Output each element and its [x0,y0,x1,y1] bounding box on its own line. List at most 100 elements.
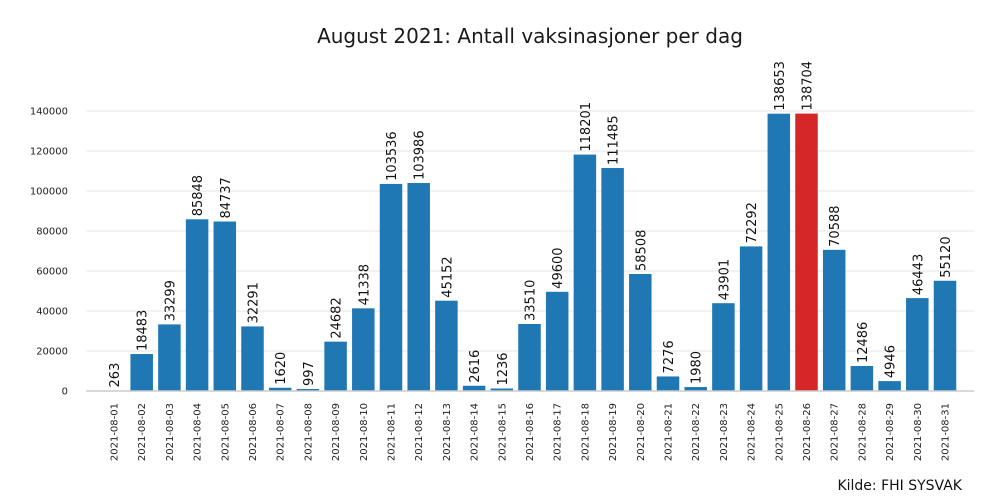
source-note: Kilde: FHI SYSVAK [837,478,962,494]
data-label: 41338 [357,264,372,305]
bar-2021-08-19 [601,168,624,391]
data-label: 33510 [524,280,539,321]
x-tick-label: 2021-08-22 [691,403,702,461]
y-tick-label: 60000 [36,267,68,278]
bar-2021-08-21 [656,376,680,391]
x-tick-label: 2021-08-11 [387,403,398,461]
y-tick-label: 80000 [36,227,68,238]
bar-2021-08-08 [296,389,320,391]
data-label: 24682 [330,297,345,338]
x-tick-label: 2021-08-05 [220,403,231,461]
data-label: 49600 [551,247,566,288]
y-tick-label: 140000 [30,107,68,118]
bar-2021-08-31 [933,280,957,391]
data-label: 263 [108,363,123,388]
bar-2021-08-24 [739,246,763,391]
bar-2021-08-09 [324,341,347,391]
bar-2021-08-17 [545,291,569,391]
x-tick-label: 2021-08-18 [580,403,591,461]
x-tick-label: 2021-08-27 [830,403,841,461]
bar-2021-08-13 [435,300,458,391]
y-tick-label: 100000 [30,187,68,198]
data-label: 84737 [219,177,234,218]
bar-2021-08-11 [379,183,403,391]
x-tick-label: 2021-08-03 [165,403,176,461]
x-tick-label: 2021-08-12 [414,403,425,461]
x-tick-label: 2021-08-08 [303,403,314,461]
bar-2021-08-23 [712,303,735,391]
x-tick-label: 2021-08-30 [913,403,924,461]
data-label: 997 [302,361,317,386]
data-label: 138704 [801,61,816,111]
data-label: 70588 [828,205,843,246]
x-tick-label: 2021-08-28 [857,403,868,461]
data-label: 85848 [191,175,206,216]
chart-title: August 2021: Antall vaksinasjoner per da… [317,24,743,48]
bar-2021-08-15 [490,388,514,391]
data-label: 4946 [884,345,899,378]
data-label: 33299 [163,280,178,321]
bar-2021-08-20 [629,273,652,391]
y-tick-label: 0 [62,387,68,398]
bar-2021-08-16 [518,323,541,391]
data-label: 72292 [745,202,760,243]
bar-2021-08-18 [573,154,597,391]
data-label: 103986 [413,130,428,180]
data-label: 138653 [773,61,788,111]
bar-2021-08-03 [158,324,181,391]
x-tick-label: 2021-08-14 [470,403,481,461]
x-tick-label: 2021-08-24 [747,403,758,461]
data-label: 1236 [496,352,511,385]
data-label: 43901 [717,259,732,300]
bar-2021-08-26 [795,113,818,391]
bar-2021-08-29 [878,381,901,391]
data-label: 55120 [939,236,954,277]
x-tick-label: 2021-08-21 [664,403,675,461]
x-tick-label: 2021-08-26 [802,403,813,461]
x-tick-label: 2021-08-16 [525,403,536,461]
data-label: 46443 [911,254,926,295]
bar-2021-08-14 [462,385,486,391]
data-label: 2616 [468,350,483,383]
y-tick-label: 20000 [36,347,68,358]
y-tick-label: 40000 [36,307,68,318]
data-label: 12486 [856,322,871,363]
x-tick-label: 2021-08-31 [941,403,952,461]
y-tick-label: 120000 [30,147,68,158]
x-tick-label: 2021-08-06 [248,403,259,461]
data-label: 1620 [274,352,289,385]
bars [102,113,957,391]
x-axis: 2021-08-01 2021-08-02 2021-08-03 2021-08-04… [110,403,952,461]
x-tick-label: 2021-08-01 [110,403,121,461]
bar-2021-08-10 [352,308,375,391]
data-labels: 263 18483 33299 85848 84737 32291 1620 997 24682… [108,61,954,388]
data-label: 32291 [247,282,262,323]
bar-2021-08-02 [130,354,153,391]
y-axis: 0 20000 40000 60000 80000 100000 120000 140000 [30,107,68,398]
bar-2021-08-30 [906,298,929,391]
bar-2021-08-05 [213,221,237,391]
data-label: 7276 [662,340,677,373]
x-tick-label: 2021-08-10 [359,403,370,461]
x-tick-label: 2021-08-19 [608,403,619,461]
bar-2021-08-22 [684,387,707,391]
data-label: 58508 [634,230,649,271]
bar-2021-08-04 [185,219,209,391]
data-label: 111485 [607,115,622,165]
data-label: 1980 [690,351,705,384]
bar-2021-08-28 [850,366,874,391]
data-label: 45152 [440,256,455,297]
x-tick-label: 2021-08-29 [885,403,896,461]
bar-2021-08-25 [767,113,791,391]
bar-2021-08-07 [268,387,292,391]
x-tick-label: 2021-08-09 [331,403,342,461]
data-label: 103536 [385,131,400,181]
x-tick-label: 2021-08-23 [719,403,730,461]
x-tick-label: 2021-08-02 [137,403,148,461]
bar-2021-08-27 [822,249,846,391]
x-tick-label: 2021-08-04 [193,403,204,461]
data-label: 118201 [579,102,594,152]
bar-2021-08-12 [407,183,430,391]
bar-2021-08-06 [241,326,264,391]
